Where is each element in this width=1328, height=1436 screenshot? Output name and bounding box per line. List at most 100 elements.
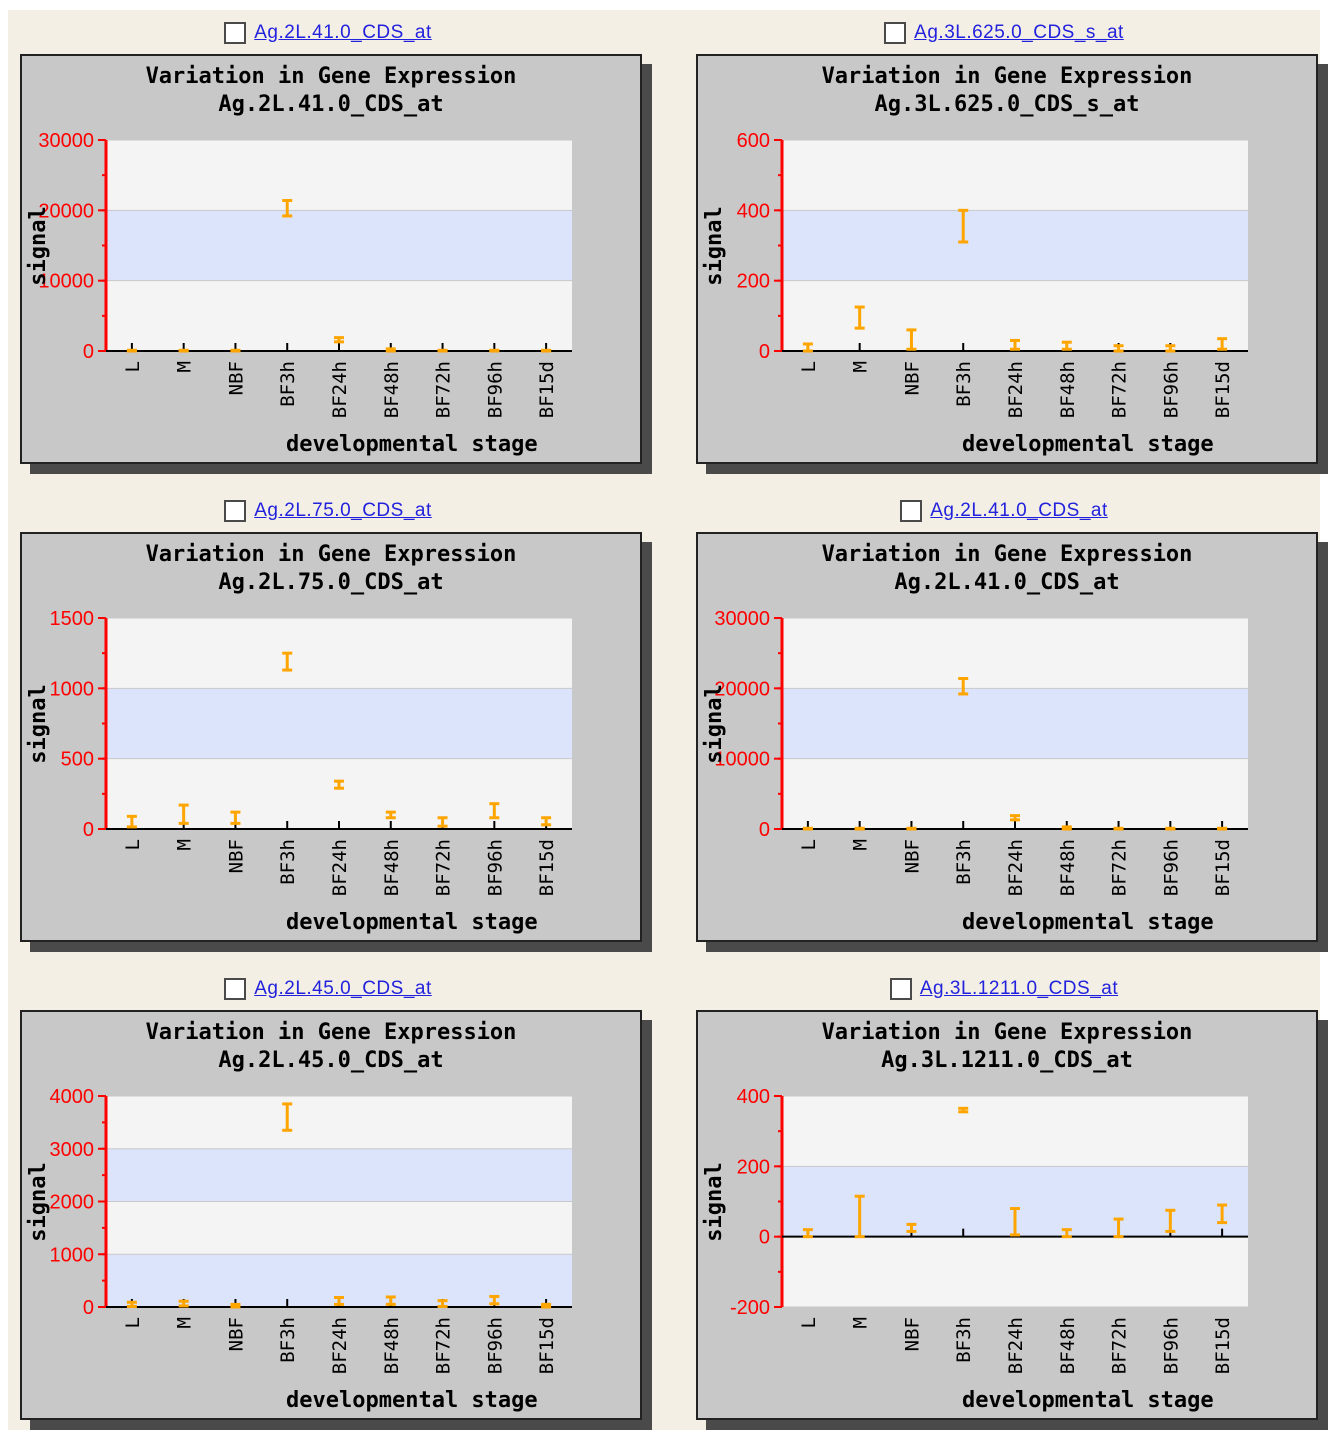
chart-subtitle: Ag.3L.1211.0_CDS_at [881,1048,1133,1073]
select-checkbox[interactable] [224,22,247,44]
y-tick-label: 1000 [50,1244,95,1266]
select-checkbox[interactable] [224,500,247,522]
chart-header: Ag.2L.45.0_CDS_at [8,974,648,1004]
x-tick-label: BF48h [381,361,403,418]
y-tick-label: 200 [737,271,770,293]
y-tick-label: 3000 [50,1139,95,1161]
plot-band [782,140,1248,211]
error-bar [1113,344,1124,353]
chart-title: Variation in Gene Expression [821,542,1193,567]
x-tick-label: L [122,1317,144,1328]
error-bar [802,342,813,353]
y-axis-label: signal [26,1161,51,1242]
error-bar [489,348,500,353]
chart-title: Variation in Gene Expression [145,64,517,89]
y-tick-label: 2000 [50,1192,95,1214]
chart-header: Ag.2L.41.0_CDS_at [8,18,648,48]
x-tick-label: BF15d [1212,839,1234,896]
error-bar [334,336,344,344]
y-tick-label: 0 [759,341,770,363]
chart-box: Variation in Gene Expression Ag.3L.625.0_… [696,54,1318,464]
x-tick-label: BF24h [1005,1317,1027,1374]
x-tick-label: BF24h [1005,361,1027,418]
x-tick-label: BF24h [329,839,351,896]
x-tick-label: L [798,839,820,850]
select-checkbox[interactable] [900,500,923,522]
x-tick-label: BF3h [277,1317,299,1363]
error-bar [1113,1217,1124,1239]
chart-header: Ag.2L.75.0_CDS_at [8,496,648,526]
x-tick-label: BF72h [433,1317,455,1374]
error-bar [958,208,969,244]
error-bar [1217,826,1228,831]
y-tick-label: 600 [737,130,770,152]
chart-grid: Ag.2L.41.0_CDS_at Variation in Gene Expre… [8,10,1328,1430]
plot-band [782,618,1248,689]
x-tick-label: NBF [901,1317,923,1351]
probe-link[interactable]: Ag.2L.45.0_CDS_at [254,978,432,999]
select-checkbox[interactable] [889,978,912,1000]
chart-header: Ag.2L.41.0_CDS_at [684,496,1324,526]
error-bar [385,347,396,353]
select-checkbox[interactable] [884,22,907,44]
chart-panel: Ag.2L.41.0_CDS_at Variation in Gene Expre… [8,10,652,480]
error-bar [1061,1228,1072,1239]
x-tick-label: BF48h [1057,839,1079,896]
x-tick-label: NBF [225,1317,247,1351]
x-tick-label: BF15d [536,361,558,418]
x-tick-label: BF96h [484,839,506,896]
plot-svg: 0 10000 20000 30000 L M NBF BF3h BF24h BF48h BF72h… [714,608,1248,896]
x-tick-label: NBF [901,361,923,395]
plot-band [106,618,572,689]
error-bar [958,676,969,696]
y-tick-label: 0 [759,1227,770,1249]
probe-link[interactable]: Ag.2L.75.0_CDS_at [254,500,432,521]
error-bar [282,198,293,218]
error-bar [541,1302,552,1309]
y-tick-label: 1500 [50,608,95,630]
error-bar [489,802,500,820]
x-tick-label: NBF [225,839,247,873]
error-bar [958,1106,969,1114]
chart-panel: Ag.2L.45.0_CDS_at Variation in Gene Expre… [8,966,652,1436]
x-tick-label: BF3h [953,839,975,885]
x-tick-label: BF3h [953,361,975,407]
error-bar [126,1300,137,1308]
x-tick-label: M [850,1317,872,1328]
error-bar [385,810,396,820]
x-tick-label: BF24h [329,361,351,418]
x-tick-label: BF96h [484,1317,506,1374]
chart-panel: Ag.2L.41.0_CDS_at Variation in Gene Expre… [684,488,1328,958]
x-tick-label: BF3h [277,839,299,885]
error-bar [178,348,189,353]
probe-link[interactable]: Ag.2L.41.0_CDS_at [254,22,432,43]
x-tick-label: BF3h [277,361,299,407]
error-bar [178,803,189,825]
y-tick-label: 30000 [38,130,94,152]
x-axis-label: developmental stage [286,1388,538,1413]
y-tick-label: 500 [61,749,94,771]
y-axis-label: signal [702,1161,727,1242]
x-tick-label: BF72h [433,361,455,418]
error-bar [334,1296,344,1306]
y-tick-label: 200 [737,1156,770,1178]
chart-title: Variation in Gene Expression [821,64,1193,89]
plot-band [106,688,572,759]
x-tick-label: BF96h [484,361,506,418]
y-tick-label: 30000 [714,608,770,630]
y-tick-label: 20000 [38,200,94,222]
probe-link[interactable]: Ag.3L.625.0_CDS_s_at [914,22,1124,43]
y-axis-label: signal [26,205,51,286]
probe-link[interactable]: Ag.3L.1211.0_CDS_at [919,978,1119,999]
probe-link[interactable]: Ag.2L.41.0_CDS_at [930,500,1108,521]
plot-svg: -200 0 200 400 L M NBF BF3h BF24h BF48h BF72h BF96h… [730,1086,1248,1374]
error-bar [854,1194,865,1239]
plot-band [782,210,1248,281]
x-tick-label: BF72h [433,839,455,896]
x-tick-label: BF15d [536,839,558,896]
chart-subtitle: Ag.3L.625.0_CDS_s_at [874,92,1140,117]
error-bar [126,348,137,353]
select-checkbox[interactable] [224,978,247,1000]
error-bar [541,348,552,353]
x-axis-label: developmental stage [286,910,538,935]
